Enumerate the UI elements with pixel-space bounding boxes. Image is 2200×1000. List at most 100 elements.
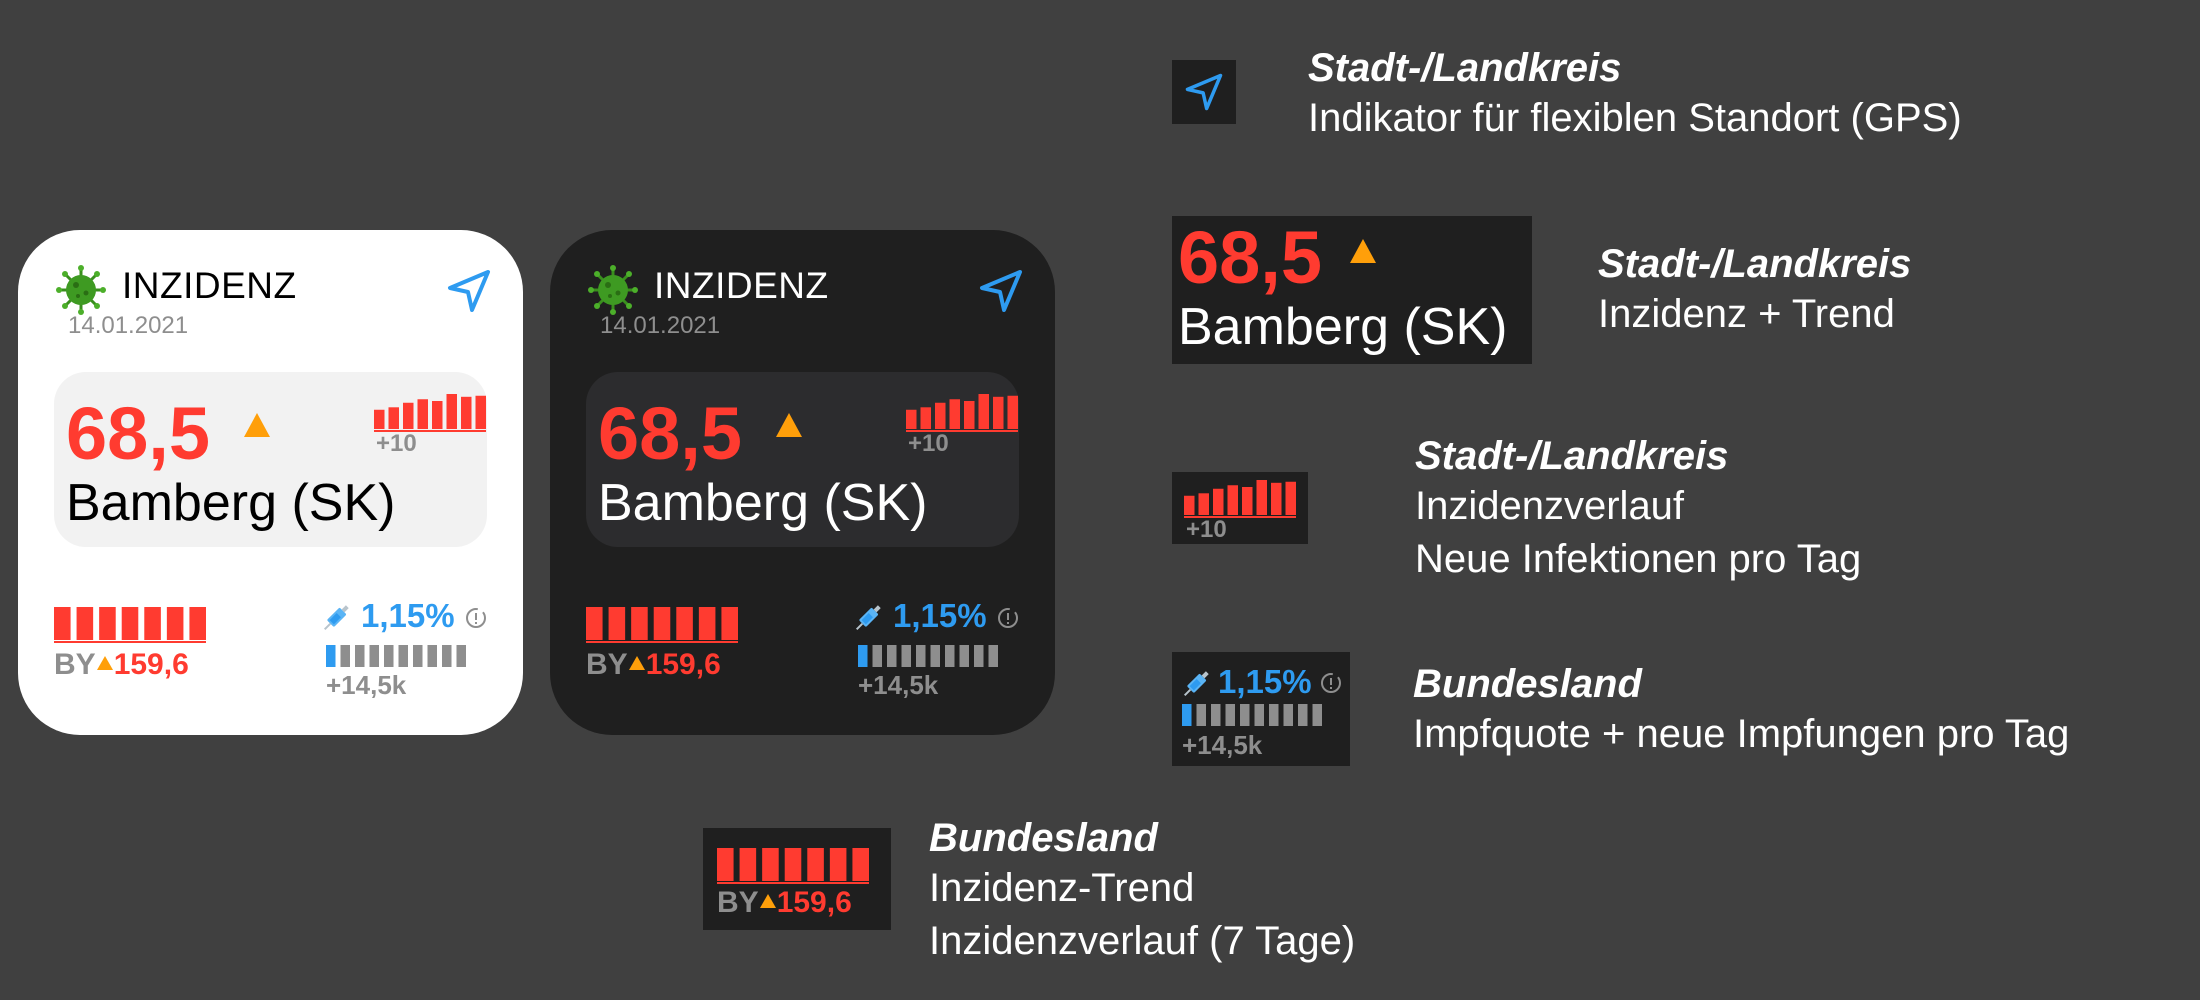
widget-date: 14.01.2021 <box>68 312 189 339</box>
progress-bar <box>1211 704 1221 726</box>
info-icon <box>1321 673 1341 693</box>
history-bar <box>978 394 989 429</box>
state-code: BY <box>717 886 759 919</box>
vaccination-rate: 1,15% <box>893 597 987 634</box>
legend-line: Inzidenzverlauf (7 Tage) <box>929 919 1356 963</box>
progress-bar <box>369 645 379 667</box>
legend-tile-vaccination: 1,15% +14,5k <box>1172 652 1350 766</box>
legend-line: Inzidenz-Trend <box>929 866 1195 910</box>
state-code: BY <box>586 648 628 681</box>
history-bar <box>189 607 206 640</box>
history-bar <box>906 409 917 429</box>
state-code: BY <box>54 648 96 681</box>
history-bar <box>852 848 869 881</box>
progress-bar <box>1225 704 1235 726</box>
vaccination-change: +14,5k <box>858 670 939 700</box>
history-bar <box>1285 481 1296 515</box>
location-arrow-icon <box>1185 73 1223 111</box>
legend-line: Inzidenz + Trend <box>1598 292 1895 336</box>
history-bar <box>388 407 399 429</box>
progress-bar <box>1196 704 1206 726</box>
state-incidence-label: BY 159,6 <box>586 648 721 682</box>
progress-bar <box>398 645 408 667</box>
progress-bar <box>326 645 336 667</box>
progress-bar <box>1269 704 1279 726</box>
history-bar <box>676 607 693 640</box>
vaccination-rate: 1,15% <box>361 597 455 634</box>
state-history-bars <box>586 607 738 643</box>
legend-line: Indikator für flexiblen Standort (GPS) <box>1308 96 1962 140</box>
virus-icon <box>588 265 638 315</box>
history-baseline <box>54 641 206 643</box>
history-bar <box>807 848 824 881</box>
info-icon[interactable] <box>997 607 1019 629</box>
legend-text-incidence: Stadt-/Landkreis Inzidenz + Trend <box>1598 240 1911 341</box>
legend-line: Inzidenzverlauf <box>1415 484 1685 528</box>
progress-bar <box>959 645 969 667</box>
legend-heading: Stadt-/Landkreis <box>1415 434 1729 478</box>
progress-bar <box>1254 704 1264 726</box>
progress-bar <box>887 645 897 667</box>
city-incidence-card: 68,5 Bamberg (SK) +10 <box>586 372 1019 547</box>
legend-text-state-trend: Bundesland Inzidenz-Trend Inzidenzverlau… <box>929 814 1355 968</box>
history-bar <box>1227 485 1238 515</box>
history-bar <box>1198 493 1209 515</box>
history-bar <box>374 409 385 429</box>
legend-line: Neue Infektionen pro Tag <box>1415 537 1862 581</box>
legend-tile-location <box>1172 60 1236 124</box>
history-bar <box>432 401 443 429</box>
history-bar <box>739 848 757 881</box>
progress-bar <box>901 645 911 667</box>
virus-icon <box>56 265 106 315</box>
history-bar <box>99 607 116 640</box>
trend-up-triangle-icon <box>244 413 270 437</box>
trend-up-triangle-icon <box>96 656 113 670</box>
widget-light[interactable]: INZIDENZ 14.01.2021 68,5 Bamberg (SK) +1… <box>18 230 523 735</box>
progress-bar <box>974 645 984 667</box>
history-bar <box>949 399 960 429</box>
history-bar <box>935 402 946 429</box>
history-bar <box>698 607 716 640</box>
history-bar <box>586 607 603 640</box>
location-arrow-icon[interactable] <box>446 268 492 314</box>
vaccination-rate: 1,15% <box>1218 663 1312 700</box>
city-change-value: +10 <box>376 430 417 457</box>
progress-bar <box>1312 704 1322 726</box>
state-incidence-value: 159,6 <box>113 648 189 681</box>
progress-bar <box>988 645 998 667</box>
history-bar <box>721 607 738 640</box>
city-name: Bamberg (SK) <box>66 474 396 532</box>
progress-bar <box>1182 704 1192 726</box>
city-incidence-value: 68,5 <box>598 392 743 475</box>
progress-bar <box>1298 704 1308 726</box>
history-bar <box>54 607 71 640</box>
legend-tile-state-trend: BY 159,6 <box>703 828 891 930</box>
city-change-value: +10 <box>908 430 949 457</box>
widget-date: 14.01.2021 <box>600 312 721 339</box>
legend-heading: Stadt-/Landkreis <box>1308 46 1622 90</box>
legend-heading: Stadt-/Landkreis <box>1598 242 1912 286</box>
info-icon[interactable] <box>465 607 487 629</box>
history-baseline <box>906 430 1018 432</box>
widget-title: INZIDENZ <box>122 265 297 306</box>
history-bar <box>1007 395 1018 429</box>
history-bar <box>144 607 161 640</box>
progress-bar <box>916 645 926 667</box>
city-history-bars <box>374 394 486 432</box>
location-arrow-icon[interactable] <box>978 268 1024 314</box>
state-history-bars <box>717 848 869 884</box>
history-baseline <box>374 430 486 432</box>
legend-text-location: Stadt-/Landkreis Indikator für flexiblen… <box>1308 44 1962 145</box>
history-bar <box>653 607 671 640</box>
state-incidence-label: BY 159,6 <box>54 648 189 682</box>
history-bar <box>475 395 486 429</box>
legend-tile-city-history: +10 <box>1172 472 1308 544</box>
state-incidence-value: 159,6 <box>776 886 852 919</box>
progress-bar <box>1283 704 1293 726</box>
trend-up-triangle-icon <box>628 656 645 670</box>
widget-dark[interactable]: INZIDENZ 14.01.2021 68,5 Bamberg (SK) +1… <box>550 230 1055 735</box>
vaccination-progress-bars <box>1182 704 1322 726</box>
progress-bar <box>1240 704 1250 726</box>
progress-bar <box>413 645 423 667</box>
progress-bar <box>945 645 955 667</box>
